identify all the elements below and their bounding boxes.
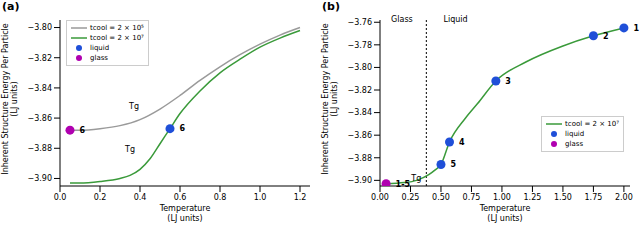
html-text:glass: glass	[565, 140, 584, 148]
svg-text:1.75: 1.75	[585, 193, 603, 202]
svg-text:6: 6	[80, 126, 86, 135]
svg-text:−3.84: −3.84	[27, 84, 52, 93]
html-text:Inherent Structure Energy Per: Inherent Structure Energy Per Particle	[321, 23, 330, 175]
svg-text:−3.90: −3.90	[27, 174, 52, 183]
html-text:tcool = 2 × 10⁵: tcool = 2 × 10⁵	[90, 24, 144, 32]
svg-text:Liquid: Liquid	[444, 15, 468, 24]
svg-text:−3.86: −3.86	[347, 131, 372, 140]
svg-text:−3.80: −3.80	[27, 23, 52, 32]
svg-text:4: 4	[459, 138, 465, 147]
svg-text:1.0: 1.0	[254, 193, 267, 202]
html-text:liquid: liquid	[565, 130, 585, 138]
svg-text:−3.84: −3.84	[347, 108, 372, 117]
html-text:(LJ units): (LJ units)	[10, 81, 19, 117]
svg-text:Tg: Tg	[124, 145, 135, 154]
svg-text:1.50: 1.50	[554, 193, 572, 202]
svg-text:−3.82: −3.82	[347, 86, 372, 95]
svg-text:2: 2	[603, 32, 609, 41]
html-text:Temperature: Temperature	[159, 204, 211, 213]
svg-text:0.00: 0.00	[371, 193, 389, 202]
svg-text:0.0: 0.0	[54, 193, 67, 202]
svg-text:1-5: 1-5	[396, 180, 411, 189]
svg-text:1.00: 1.00	[493, 193, 511, 202]
svg-text:0.50: 0.50	[432, 193, 450, 202]
svg-text:−3.78: −3.78	[347, 41, 372, 50]
svg-text:0.75: 0.75	[463, 193, 481, 202]
svg-text:Tg: Tg	[128, 102, 139, 111]
svg-text:5: 5	[450, 160, 456, 169]
svg-text:1.2: 1.2	[294, 193, 307, 202]
html-text:tcool = 2 × 10⁷: tcool = 2 × 10⁷	[565, 120, 619, 128]
html-text:Temperature: Temperature	[479, 204, 531, 213]
svg-text:−3.88: −3.88	[27, 144, 52, 153]
html-text:glass: glass	[90, 54, 108, 62]
svg-text:Glass: Glass	[391, 15, 413, 24]
html-text:(a): (a)	[2, 0, 20, 13]
svg-text:−3.76: −3.76	[347, 18, 372, 27]
svg-text:−3.80: −3.80	[347, 63, 372, 72]
html-text:Inherent Structure Energy Per: Inherent Structure Energy Per Particle	[1, 23, 10, 175]
svg-text:−3.88: −3.88	[347, 154, 372, 163]
svg-text:0.8: 0.8	[214, 193, 227, 202]
svg-text:1.25: 1.25	[524, 193, 542, 202]
html-text:(LJ units): (LJ units)	[330, 81, 339, 117]
html-text:(LJ units): (LJ units)	[167, 214, 203, 223]
svg-text:−3.86: −3.86	[27, 114, 52, 123]
html-text:(b): (b)	[322, 0, 340, 13]
html-text:tcool = 2 × 10⁷: tcool = 2 × 10⁷	[90, 34, 144, 42]
svg-text:0.2: 0.2	[94, 193, 107, 202]
svg-text:0.25: 0.25	[402, 193, 420, 202]
svg-text:Tg: Tg	[410, 174, 421, 183]
svg-text:−3.90: −3.90	[347, 176, 372, 185]
html-text:(LJ units): (LJ units)	[487, 214, 523, 223]
svg-text:6: 6	[180, 124, 186, 133]
svg-text:0.4: 0.4	[134, 193, 147, 202]
html-text:liquid: liquid	[90, 44, 110, 52]
svg-text:−3.82: −3.82	[27, 54, 52, 63]
svg-text:3: 3	[505, 77, 511, 86]
svg-text:2.00: 2.00	[615, 193, 632, 202]
svg-text:0.6: 0.6	[174, 193, 187, 202]
